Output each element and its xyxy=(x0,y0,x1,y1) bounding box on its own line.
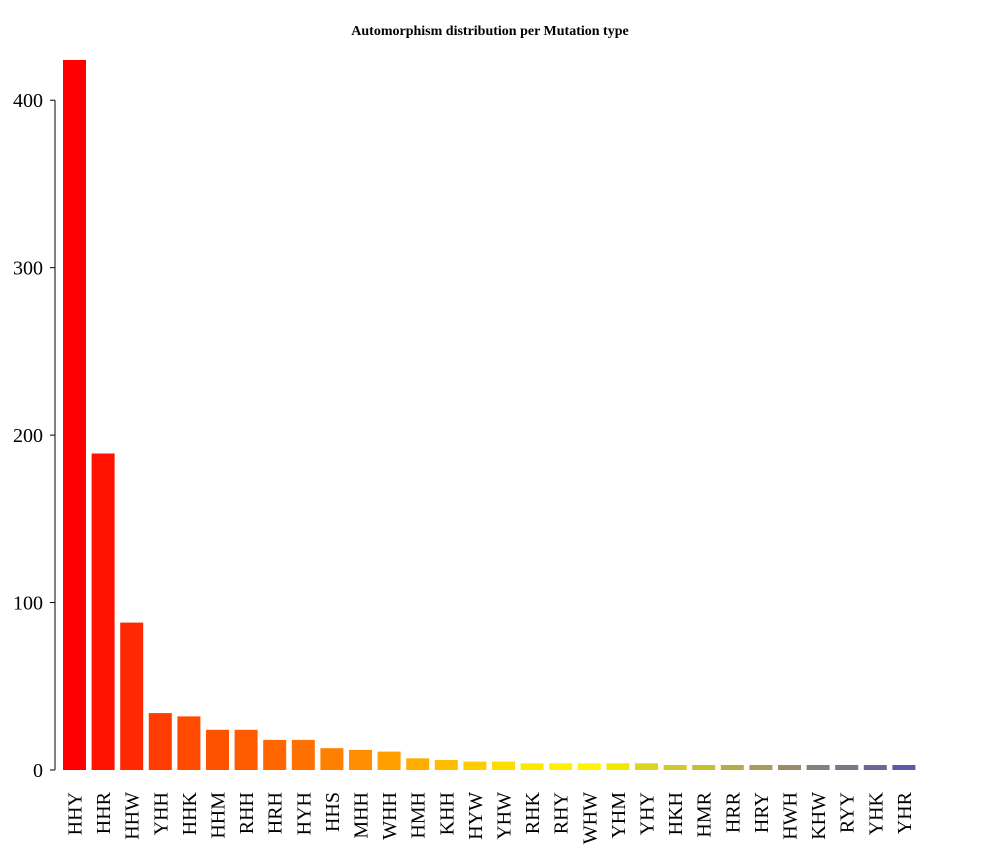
bar-yhm xyxy=(606,763,630,770)
x-tick-label: HHS xyxy=(322,792,344,832)
x-tick-label: HWH xyxy=(780,792,802,840)
bar-yhk xyxy=(863,765,887,770)
bar-khw xyxy=(806,765,830,770)
y-tick-label: 0 xyxy=(33,760,43,782)
x-tick-label: RHH xyxy=(236,792,258,834)
bar-yhr xyxy=(892,765,916,770)
bar-hyh xyxy=(291,739,315,770)
x-tick-label: HHY xyxy=(65,792,87,835)
x-tick-label: YHM xyxy=(608,792,630,839)
x-tick-label: KHH xyxy=(436,792,458,835)
bar-hry xyxy=(749,765,773,770)
x-tick-label: HHK xyxy=(179,791,201,835)
bar-rhy xyxy=(549,763,573,770)
bar-rhh xyxy=(234,729,258,770)
bar-hhs xyxy=(320,748,344,770)
x-tick-label: HRH xyxy=(265,792,287,834)
x-tick-label: HKH xyxy=(665,792,687,835)
bar-hrh xyxy=(263,739,287,770)
x-tick-label: KHW xyxy=(808,792,830,840)
y-tick-label: 200 xyxy=(13,425,43,447)
x-tick-label: YHH xyxy=(150,792,172,835)
y-tick-label: 400 xyxy=(13,90,43,112)
x-tick-label: YHY xyxy=(637,792,659,835)
x-tick-label: HRY xyxy=(751,792,773,833)
bar-hhm xyxy=(206,729,229,770)
bar-hhy xyxy=(63,60,86,770)
bar-hyw xyxy=(463,761,487,770)
x-tick-label: WHW xyxy=(579,792,601,844)
bar-yhh xyxy=(148,713,172,770)
bar-hhk xyxy=(177,716,201,770)
bar-mhh xyxy=(349,749,372,770)
chart-title: Automorphism distribution per Mutation t… xyxy=(351,24,628,39)
x-axis-labels: HHY HHR HHW YHH HHK HHM RHH HRH HYH HHS MHH WHH HMH K… xyxy=(65,791,916,844)
bar-hhw xyxy=(120,622,144,770)
bar-hrr xyxy=(720,765,744,770)
bar-rhk xyxy=(520,763,544,770)
bar-hhr xyxy=(91,453,115,770)
x-tick-label: MHH xyxy=(351,792,373,839)
x-tick-label: RHY xyxy=(551,792,573,834)
x-tick-label: RHK xyxy=(522,791,544,834)
x-tick-label: YHW xyxy=(494,792,516,840)
x-tick-label: YHK xyxy=(865,791,887,835)
y-tick-label: 100 xyxy=(13,593,43,615)
x-tick-label: RYY xyxy=(837,792,859,833)
x-tick-label: HYW xyxy=(465,792,487,840)
bar-whh xyxy=(377,751,401,770)
bars xyxy=(63,60,916,770)
x-tick-label: HRR xyxy=(722,791,744,833)
bar-hmr xyxy=(692,765,716,770)
bar-yhy xyxy=(635,763,658,770)
bar-whw xyxy=(577,763,601,770)
bar-hkh xyxy=(663,765,687,770)
bar-hwh xyxy=(778,765,801,770)
bar-yhw xyxy=(492,761,515,770)
x-tick-label: YHR xyxy=(894,791,916,834)
x-tick-label: HHR xyxy=(93,791,115,834)
y-tick-label: 300 xyxy=(13,258,43,280)
bar-hmh xyxy=(406,758,430,770)
y-axis: 0 100 200 300 400 xyxy=(13,90,56,782)
bar-khh xyxy=(434,760,458,770)
x-tick-label: HHW xyxy=(122,792,144,840)
x-tick-label: WHH xyxy=(379,792,401,840)
x-tick-label: HMH xyxy=(408,792,430,839)
x-tick-label: HMR xyxy=(694,791,716,837)
x-tick-label: HYH xyxy=(293,792,315,835)
bar-ryy xyxy=(835,765,859,770)
x-tick-label: HHM xyxy=(208,792,230,839)
